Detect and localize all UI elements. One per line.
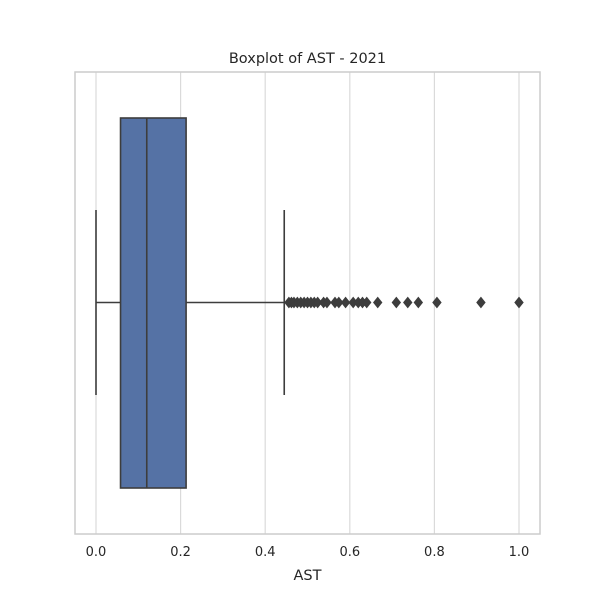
outlier-point <box>391 296 402 309</box>
outlier-point <box>514 296 524 309</box>
outlier-point <box>413 296 424 309</box>
outlier-point <box>362 296 372 309</box>
x-tick-labels: 0.0 0.2 0.4 0.6 0.8 1.0 <box>86 545 530 560</box>
x-axis-label: AST <box>294 568 322 584</box>
x-tick-label: 1.0 <box>509 545 530 560</box>
outlier-point <box>403 296 413 309</box>
chart-title: Boxplot of AST - 2021 <box>229 51 386 67</box>
x-tick-label: 0.6 <box>339 545 360 560</box>
outlier-point <box>340 296 351 309</box>
plot-frame <box>74 71 541 535</box>
x-tick-label: 0.2 <box>170 545 191 560</box>
outlier-point <box>432 296 442 309</box>
iqr-box <box>119 117 187 489</box>
box-plot <box>95 117 286 489</box>
outlier-point <box>476 296 486 309</box>
x-tick-label: 0.4 <box>255 545 276 560</box>
x-tick-label: 0.8 <box>424 545 445 560</box>
outlier-point <box>334 296 344 309</box>
outlier-points <box>284 296 524 309</box>
outlier-point <box>373 296 383 309</box>
x-tick-label: 0.0 <box>86 545 107 560</box>
outlier-point <box>322 296 332 309</box>
